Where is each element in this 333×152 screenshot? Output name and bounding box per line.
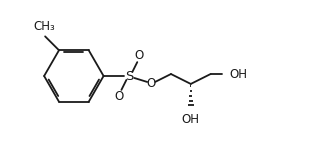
Text: OH: OH (182, 113, 200, 126)
Text: O: O (115, 90, 124, 103)
Text: CH₃: CH₃ (33, 20, 55, 33)
Text: O: O (135, 49, 144, 62)
Text: O: O (147, 77, 156, 90)
Text: OH: OH (229, 67, 247, 81)
Text: S: S (125, 69, 134, 83)
